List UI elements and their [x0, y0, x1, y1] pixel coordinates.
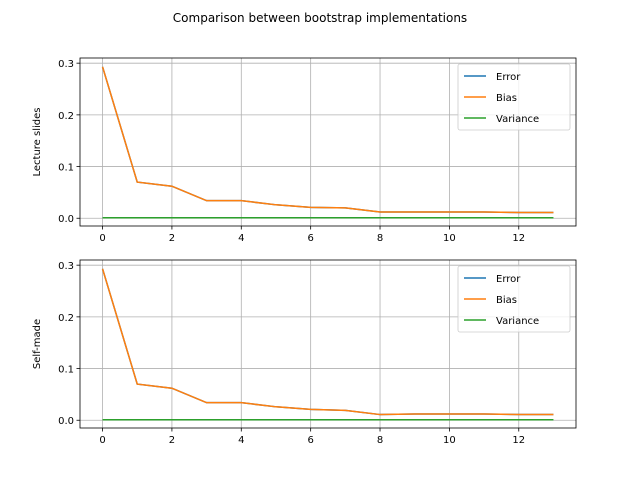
- axes-frame: [79, 259, 577, 429]
- series-line-bias: [101, 268, 554, 416]
- y-axis-label: Self-made: [32, 319, 43, 369]
- x-tick-label: 10: [443, 435, 456, 446]
- x-tick-label: 8: [377, 233, 383, 244]
- y-tick-label: 0.1: [58, 163, 74, 174]
- x-tick-label: 0: [99, 233, 105, 244]
- y-tick-label: 0.0: [58, 214, 74, 225]
- x-tick-label: 4: [238, 435, 244, 446]
- legend-label-variance: Variance: [496, 316, 539, 327]
- legend-box: [457, 265, 571, 333]
- y-tick-label: 0.0: [58, 416, 74, 427]
- legend-label-bias: Bias: [496, 93, 517, 104]
- x-tick-label: 0: [99, 435, 105, 446]
- x-tick-label: 10: [443, 233, 456, 244]
- x-tick-label: 6: [307, 233, 313, 244]
- x-tick-label: 4: [238, 233, 244, 244]
- x-tick-label: 12: [512, 435, 525, 446]
- x-tick-label: 12: [512, 233, 525, 244]
- y-tick-label: 0.3: [58, 59, 74, 70]
- x-tick-label: 2: [169, 233, 175, 244]
- subplot-self-made: 0 2 4 6 8 10 12 0.0 0.1 0.2 0.3 Self-made Error Bias V…: [32, 259, 577, 446]
- legend-label-error: Error: [496, 72, 521, 83]
- series-line-bias: [101, 66, 554, 214]
- x-tick-label: 6: [307, 435, 313, 446]
- x-tick-label: 2: [169, 435, 175, 446]
- subplot-lecture-slides: 0 2 4 6 8 10 12 0.0 0.1 0.2 0.3 Lecture slides Error…: [32, 57, 577, 244]
- legend-label-bias: Bias: [496, 295, 517, 306]
- legend-box: [457, 63, 571, 131]
- y-tick-label: 0.2: [58, 111, 74, 122]
- x-tick-label: 8: [377, 435, 383, 446]
- axes-frame: [79, 57, 577, 227]
- y-tick-label: 0.3: [58, 261, 74, 272]
- y-axis-label: Lecture slides: [32, 107, 43, 176]
- legend-label-variance: Variance: [496, 114, 539, 125]
- legend-label-error: Error: [496, 274, 521, 285]
- y-tick-label: 0.2: [58, 313, 74, 324]
- y-tick-label: 0.1: [58, 365, 74, 376]
- figure-title: Comparison between bootstrap implementat…: [173, 11, 467, 25]
